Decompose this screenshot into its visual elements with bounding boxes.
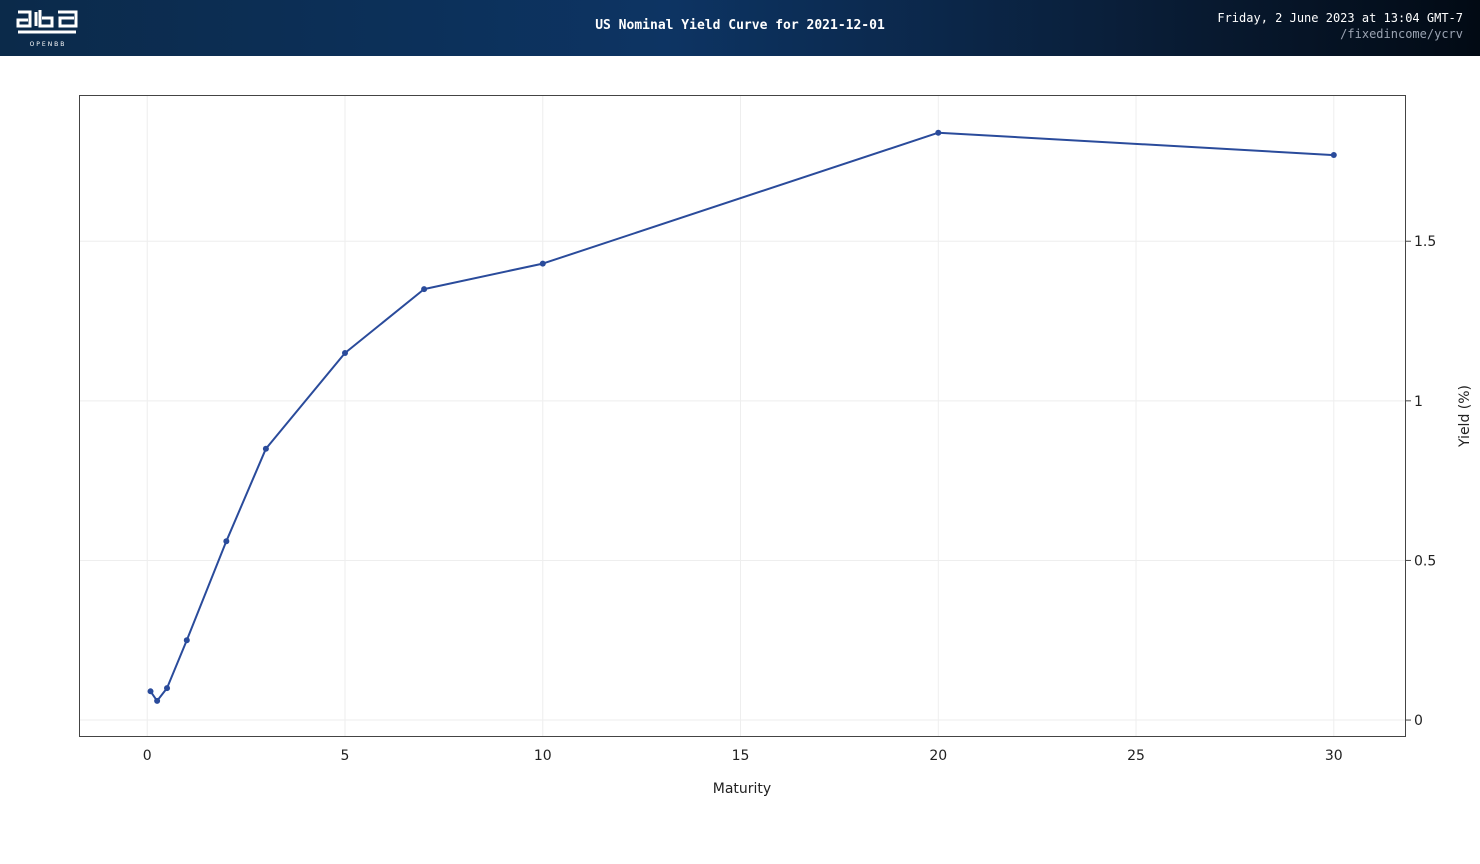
x-tick-label: 15	[732, 748, 750, 764]
yield-point[interactable]	[421, 286, 428, 293]
x-tick-label: 25	[1127, 748, 1145, 764]
yield-point[interactable]	[147, 688, 154, 695]
x-tick-label: 5	[341, 748, 350, 764]
yield-point[interactable]	[223, 538, 230, 545]
y-tick-label: 0.5	[1414, 553, 1436, 569]
header-bar: OPENBB US Nominal Yield Curve for 2021-1…	[0, 0, 1480, 56]
timestamp: Friday, 2 June 2023 at 13:04 GMT-7	[1217, 11, 1463, 25]
y-tick-label: 1.5	[1414, 234, 1436, 250]
y-axis-title: Yield (%)	[1457, 385, 1473, 448]
x-tick-label: 20	[929, 748, 947, 764]
command-path: /fixedincome/ycrv	[1340, 27, 1463, 41]
x-tick-label: 10	[534, 748, 552, 764]
yield-point[interactable]	[262, 445, 269, 452]
y-tick-label: 1	[1414, 394, 1423, 410]
logo-text: OPENBB	[30, 41, 67, 48]
y-tick-label: 0	[1414, 713, 1423, 729]
yield-point[interactable]	[935, 129, 942, 136]
series-layer	[147, 129, 1337, 704]
plot-frame	[79, 95, 1406, 737]
yield-point[interactable]	[154, 697, 161, 704]
grid-layer	[80, 96, 1405, 736]
chart-title: US Nominal Yield Curve for 2021-12-01	[595, 18, 885, 33]
x-tick-label: 0	[143, 748, 152, 764]
x-tick-label: 30	[1325, 748, 1343, 764]
yield-curve-line	[149, 131, 1334, 702]
yield-point[interactable]	[183, 637, 190, 644]
openbb-logo-icon: OPENBB	[16, 10, 78, 48]
yield-point[interactable]	[164, 685, 171, 692]
yield-point[interactable]	[539, 260, 546, 267]
x-axis-title: Maturity	[713, 781, 771, 797]
yield-point[interactable]	[1330, 152, 1337, 159]
yield-point[interactable]	[342, 349, 348, 356]
tick-layer: 0 5 10 15 20 25 30 0 0.5 1 1.5	[143, 234, 1436, 764]
